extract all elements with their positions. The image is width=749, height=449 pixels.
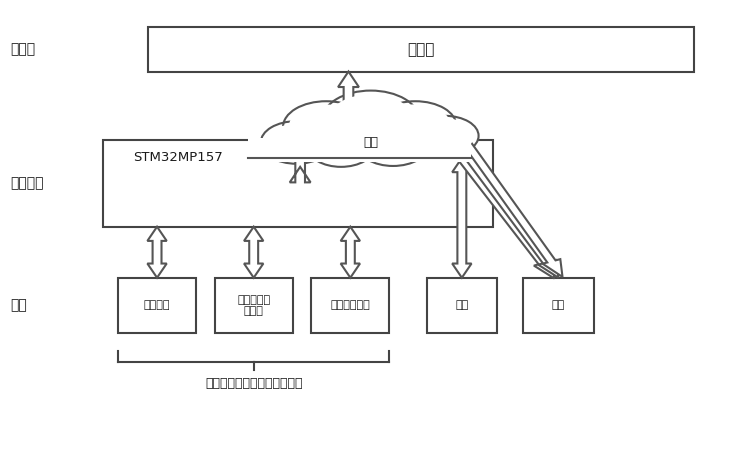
Polygon shape [452,158,472,278]
FancyBboxPatch shape [103,140,494,227]
Text: 智能电灯: 智能电灯 [144,300,170,310]
Circle shape [362,126,424,163]
Polygon shape [338,71,359,120]
Circle shape [380,105,451,147]
Circle shape [308,127,374,167]
Circle shape [261,121,332,164]
FancyBboxPatch shape [248,138,471,163]
Text: STM32MP157: STM32MP157 [133,151,222,164]
Polygon shape [148,227,167,278]
Polygon shape [452,139,559,278]
Circle shape [288,105,364,150]
Text: 平板: 平板 [552,300,565,310]
Polygon shape [459,137,562,277]
Circle shape [412,116,479,156]
Polygon shape [244,227,264,278]
Polygon shape [290,140,311,182]
Circle shape [416,119,474,153]
Circle shape [374,101,456,150]
Text: 设备: 设备 [10,298,27,312]
FancyBboxPatch shape [426,278,497,333]
FancyBboxPatch shape [148,27,694,71]
FancyBboxPatch shape [524,278,594,333]
Text: 智能继电器组: 智能继电器组 [330,300,370,310]
Polygon shape [341,227,360,278]
Text: 服务器: 服务器 [10,42,35,56]
Text: 家庭网关: 家庭网关 [10,177,43,191]
Circle shape [329,94,413,145]
Text: 不能直连到移动互联网的设备: 不能直连到移动互联网的设备 [205,377,303,390]
Circle shape [312,129,370,164]
Circle shape [357,123,428,166]
Circle shape [323,91,419,148]
Circle shape [283,101,369,153]
FancyBboxPatch shape [118,278,196,333]
Text: 网络: 网络 [363,136,378,149]
FancyBboxPatch shape [312,278,389,333]
FancyBboxPatch shape [215,278,293,333]
Text: 云平台: 云平台 [407,42,434,57]
Text: 智能温湿度
传感器: 智能温湿度 传感器 [237,295,270,316]
Polygon shape [446,141,554,278]
Text: 手机: 手机 [455,300,468,310]
Circle shape [265,124,327,161]
